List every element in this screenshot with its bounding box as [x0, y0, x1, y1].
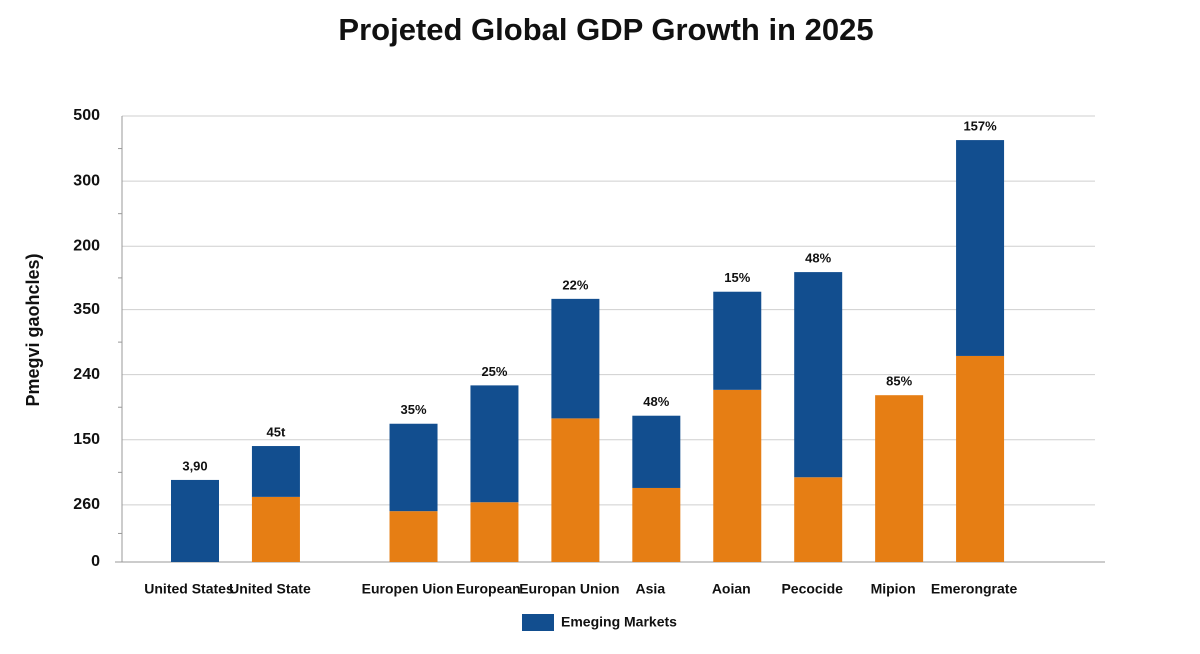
y-tick-label: 300 — [73, 172, 100, 189]
bar-segment — [251, 446, 300, 497]
chart-title: Projeted Global GDP Growth in 2025 — [338, 12, 873, 47]
bar-annotation: 3,90 — [182, 458, 207, 473]
x-tick-label: Pecocide — [781, 581, 843, 597]
bar-segment — [875, 395, 924, 562]
x-tick-label: European — [456, 581, 521, 597]
x-tick-label: Emerongrate — [931, 581, 1018, 597]
bar-annotation: 48% — [805, 251, 831, 266]
y-tick-label: 500 — [73, 107, 100, 124]
y-tick-label: 0 — [91, 553, 100, 570]
legend-swatch — [522, 614, 554, 631]
bar-annotation: 25% — [481, 364, 507, 379]
bar-segment — [632, 487, 681, 562]
y-tick-label: 260 — [73, 496, 100, 513]
y-tick-label: 350 — [73, 301, 100, 318]
bar-segment — [470, 385, 519, 503]
bar-segment — [389, 511, 438, 562]
bar-annotation: 48% — [643, 394, 669, 409]
x-tick-label: Aoian — [712, 581, 751, 597]
bar-segment — [713, 389, 762, 562]
y-tick-label: 150 — [73, 431, 100, 448]
bar-segment — [794, 477, 843, 562]
x-tick-label: United States — [144, 581, 234, 597]
legend-label: Emeging Markets — [561, 614, 677, 630]
bar-segment — [956, 355, 1005, 562]
y-tick-label: 200 — [73, 237, 100, 254]
x-tick-label: Mipion — [871, 581, 916, 597]
x-tick-label: Asia — [636, 581, 666, 597]
bar-segment — [551, 418, 600, 562]
bar-segment — [956, 140, 1005, 356]
bar-segment — [713, 291, 762, 390]
y-tick-label: 240 — [73, 366, 100, 383]
x-tick-label: United State — [229, 581, 311, 597]
bar-segment — [171, 479, 219, 562]
bar-segment — [551, 298, 600, 419]
bar-annotation: 15% — [724, 270, 750, 285]
x-tick-label: Europan Union — [519, 581, 619, 597]
bar-segment — [632, 415, 681, 488]
bar-annotation: 45t — [267, 424, 286, 439]
bar-segment — [794, 272, 843, 478]
bar-annotation: 35% — [401, 402, 427, 417]
bar-segment — [470, 502, 519, 562]
bar-annotation: 22% — [562, 277, 588, 292]
bar-segment — [389, 423, 438, 512]
bar-annotation: 157% — [963, 119, 997, 134]
y-axis-label: Pmegvi gaohcles) — [23, 253, 43, 406]
bar-segment — [251, 496, 300, 562]
x-tick-label: Europen Uion — [362, 581, 454, 597]
bar-annotation: 85% — [886, 374, 912, 389]
